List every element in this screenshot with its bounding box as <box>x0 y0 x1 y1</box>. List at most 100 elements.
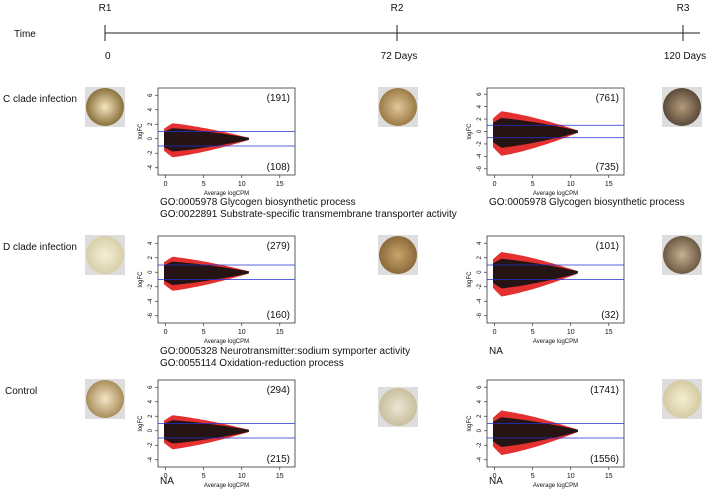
y-tick-label: -2 <box>148 283 154 289</box>
y-tick-label: -6 <box>477 312 483 318</box>
x-tick-label: 10 <box>567 473 575 480</box>
up-count: (294) <box>267 385 290 396</box>
x-axis-label: Average logCPM <box>204 483 249 489</box>
x-tick-label: 5 <box>202 329 206 336</box>
up-count: (101) <box>596 241 619 252</box>
y-tick-label: -6 <box>477 165 483 171</box>
x-tick-label: 0 <box>164 181 168 188</box>
go-term: GO:0055114 Oxidation-reduction process <box>160 358 344 369</box>
x-tick-label: 10 <box>238 329 246 336</box>
y-tick-label: 4 <box>148 107 154 111</box>
y-tick-label: 0 <box>477 428 483 432</box>
y-tick-label: -4 <box>148 456 154 462</box>
x-tick-label: 5 <box>531 473 535 480</box>
x-tick-label: 5 <box>531 181 535 188</box>
y-tick-label: -2 <box>148 442 154 448</box>
x-tick-label: 15 <box>276 181 284 188</box>
y-tick-label: -2 <box>477 442 483 448</box>
x-tick-label: 0 <box>493 473 497 480</box>
x-tick-label: 15 <box>605 473 613 480</box>
x-tick-label: 15 <box>605 181 613 188</box>
up-count: (761) <box>596 93 619 104</box>
x-tick-label: 15 <box>605 329 613 336</box>
y-tick-label: -4 <box>148 164 154 170</box>
y-axis-label: logFC <box>467 271 473 288</box>
y-tick-label: -2 <box>477 283 483 289</box>
up-count: (191) <box>267 93 290 104</box>
sample-disc <box>86 88 124 126</box>
y-tick-label: -6 <box>148 312 154 318</box>
timeline-day: 72 Days <box>381 51 418 62</box>
x-tick-label: 5 <box>202 181 206 188</box>
timeline-point: R2 <box>391 3 404 14</box>
go-term: GO:0022891 Substrate-specific transmembr… <box>160 209 457 220</box>
y-tick-label: 2 <box>148 255 154 259</box>
y-tick-label: 4 <box>148 241 154 245</box>
down-count: (32) <box>601 310 619 321</box>
row-label: D clade infection <box>3 242 77 253</box>
sample-disc <box>379 236 417 274</box>
y-tick-label: 2 <box>477 414 483 418</box>
y-tick-label: 2 <box>477 255 483 259</box>
y-tick-label: 2 <box>477 117 483 121</box>
y-tick-label: 2 <box>148 122 154 126</box>
up-count: (279) <box>267 241 290 252</box>
down-count: (735) <box>596 162 619 173</box>
y-tick-label: 6 <box>148 385 154 389</box>
y-tick-label: 0 <box>148 428 154 432</box>
y-axis-label: logFC <box>138 271 144 288</box>
go-term: NA <box>160 476 174 487</box>
y-tick-label: 0 <box>477 129 483 133</box>
y-tick-label: 0 <box>148 270 154 274</box>
x-tick-label: 0 <box>493 181 497 188</box>
sample-disc <box>379 388 417 426</box>
timeline-point: R1 <box>99 3 112 14</box>
y-tick-label: 4 <box>477 104 483 108</box>
x-tick-label: 15 <box>276 329 284 336</box>
y-axis-label: logFC <box>467 415 473 432</box>
go-term: GO:0005328 Neurotransmitter:sodium sympo… <box>160 346 410 357</box>
y-tick-label: 6 <box>477 92 483 96</box>
y-tick-label: 4 <box>477 241 483 245</box>
sample-disc <box>379 88 417 126</box>
x-tick-label: 5 <box>202 473 206 480</box>
y-tick-label: 4 <box>148 399 154 403</box>
timeline-day: 0 <box>105 51 111 62</box>
y-axis-label: logFC <box>138 415 144 432</box>
x-tick-label: 0 <box>164 473 168 480</box>
x-tick-label: 10 <box>238 181 246 188</box>
x-tick-label: 15 <box>276 473 284 480</box>
y-axis-label: logFC <box>138 123 144 140</box>
y-tick-label: -4 <box>477 456 483 462</box>
timeline-day: 120 Days <box>664 51 706 62</box>
y-tick-label: 6 <box>477 385 483 389</box>
sample-disc <box>86 380 124 418</box>
y-tick-label: -4 <box>148 298 154 304</box>
up-count: (1741) <box>590 385 619 396</box>
x-tick-label: 5 <box>531 329 535 336</box>
x-tick-label: 10 <box>567 329 575 336</box>
sample-disc <box>663 380 701 418</box>
y-tick-label: 6 <box>148 93 154 97</box>
x-axis-label: Average logCPM <box>533 191 578 197</box>
go-term: NA <box>489 476 503 487</box>
x-axis-label: Average logCPM <box>533 339 578 345</box>
y-tick-label: -4 <box>477 153 483 159</box>
y-tick-label: 2 <box>148 414 154 418</box>
x-axis-label: Average logCPM <box>204 339 249 345</box>
y-tick-label: -2 <box>148 150 154 156</box>
y-tick-label: -2 <box>477 141 483 147</box>
point-cloud <box>493 258 578 289</box>
x-tick-label: 0 <box>493 329 497 336</box>
x-axis-label: Average logCPM <box>533 483 578 489</box>
go-term: GO:0005978 Glycogen biosynthetic process <box>160 197 356 208</box>
sample-disc <box>663 88 701 126</box>
point-cloud <box>493 417 578 447</box>
x-tick-label: 10 <box>238 473 246 480</box>
x-tick-label: 10 <box>567 181 575 188</box>
x-axis-label: Average logCPM <box>204 191 249 197</box>
row-label: C clade infection <box>3 94 77 105</box>
down-count: (108) <box>267 162 290 173</box>
go-term: NA <box>489 346 503 357</box>
